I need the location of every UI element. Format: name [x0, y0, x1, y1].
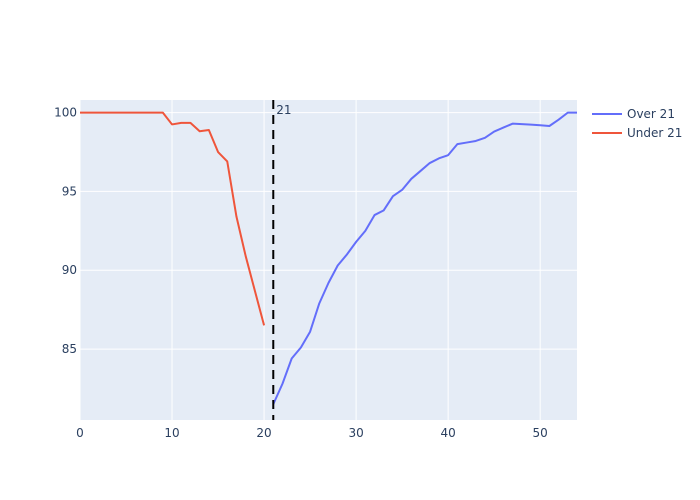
x-tick-label: 0	[76, 426, 84, 440]
series-lines	[80, 111, 577, 405]
legend-item-under-21[interactable]: Under 21	[592, 123, 682, 142]
legend: Over 21 Under 21	[592, 104, 682, 142]
y-tick-label: 90	[62, 263, 77, 277]
series-line-under-21	[80, 111, 266, 326]
legend-swatch	[592, 131, 622, 134]
reference-line: 21	[272, 100, 292, 420]
x-tick-label: 10	[164, 426, 179, 440]
x-tick-label: 20	[256, 426, 271, 440]
vline-label: 21	[276, 103, 291, 117]
y-tick-label: 85	[62, 342, 77, 356]
axis-ticks: 0 10 20 30 40 50 85 90 95 100	[54, 106, 548, 440]
x-tick-label: 50	[533, 426, 548, 440]
series-line-over-21	[272, 111, 577, 405]
y-tick-label: 95	[62, 184, 77, 198]
legend-label: Over 21	[627, 106, 675, 121]
x-tick-label: 30	[348, 426, 363, 440]
legend-item-over-21[interactable]: Over 21	[592, 104, 682, 123]
x-tick-label: 40	[441, 426, 456, 440]
legend-label: Under 21	[627, 125, 683, 140]
gridlines	[79, 100, 577, 420]
y-tick-label: 100	[54, 106, 77, 120]
legend-swatch	[592, 112, 622, 115]
plot-area	[80, 100, 577, 420]
